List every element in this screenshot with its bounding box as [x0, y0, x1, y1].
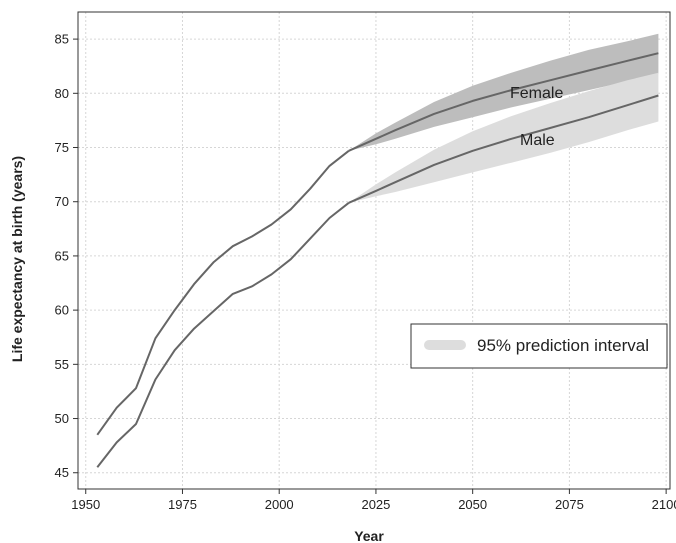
x-tick-label: 2100 — [652, 497, 676, 512]
legend-swatch — [424, 340, 466, 350]
x-tick-label: 2050 — [458, 497, 487, 512]
x-axis-title: Year — [354, 528, 384, 543]
y-tick-label: 70 — [55, 194, 69, 209]
male-projection-line — [348, 94, 659, 204]
x-tick-label: 1950 — [71, 497, 100, 512]
female-projection-line — [348, 52, 659, 152]
plot-frame — [77, 11, 671, 490]
prediction-bands — [348, 33, 659, 203]
legend-entry-prediction-interval: 95% prediction interval — [477, 336, 649, 355]
male-series-label: Male — [520, 132, 555, 149]
male-historical-line — [96, 202, 350, 468]
x-tick-label: 2075 — [555, 497, 584, 512]
legend: 95% prediction interval — [410, 323, 668, 369]
male-prediction-band — [348, 72, 659, 203]
axis-ticks — [73, 38, 667, 494]
y-tick-label: 80 — [55, 86, 69, 101]
x-tick-label: 2025 — [361, 497, 390, 512]
tick-labels: 1950 1975 2000 2025 2050 2075 2100 45 50 55 60 65 70… — [55, 32, 676, 512]
x-tick-label: 2000 — [265, 497, 294, 512]
y-tick-label: 50 — [55, 411, 69, 426]
y-axis-title: Life expectancy at birth (years) — [9, 156, 25, 362]
y-tick-label: 85 — [55, 32, 69, 47]
y-tick-label: 65 — [55, 248, 69, 263]
y-tick-label: 55 — [55, 357, 69, 372]
series-lines — [96, 52, 659, 468]
female-historical-line — [96, 150, 350, 436]
y-tick-label: 45 — [55, 465, 69, 480]
y-tick-label: 75 — [55, 140, 69, 155]
female-series-label: Female — [510, 85, 563, 102]
x-tick-label: 1975 — [168, 497, 197, 512]
y-tick-label: 60 — [55, 303, 69, 318]
